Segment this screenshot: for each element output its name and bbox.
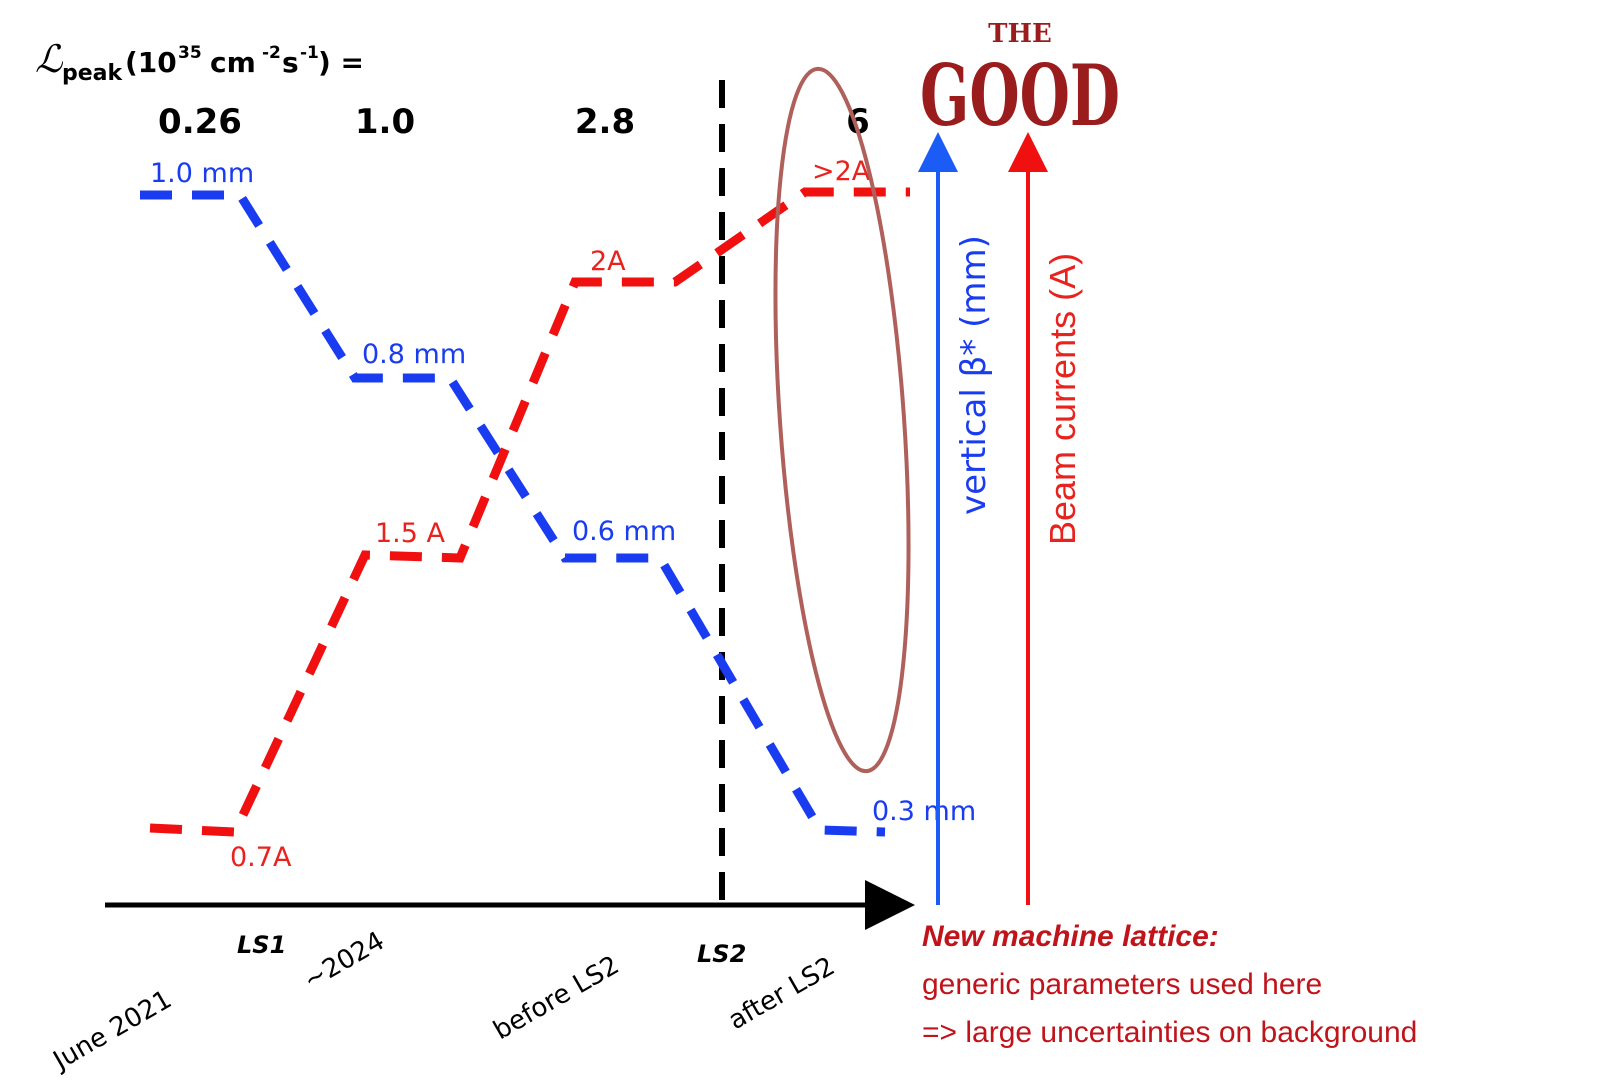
current-label: 1.5 A bbox=[375, 518, 446, 549]
lum-open: (10 bbox=[125, 46, 177, 79]
note-line: generic parameters used here bbox=[922, 968, 1322, 1001]
lum-unit: s bbox=[282, 46, 299, 79]
lum-exp: -1 bbox=[300, 43, 319, 63]
note-line: => large uncertainties on background bbox=[922, 1016, 1417, 1049]
logo-top: THE bbox=[988, 19, 1052, 49]
diagram: ℒ peak (10 35 cm -2 s -1 ) = 0.26 1.0 2.… bbox=[0, 0, 1598, 1089]
beta-label: 0.8 mm bbox=[362, 339, 466, 370]
current-axis-title: Beam currents (A) bbox=[1042, 253, 1083, 545]
current-curve bbox=[150, 192, 910, 832]
beta-axis-title: vertical β* (mm) bbox=[954, 235, 994, 515]
note-title: New machine lattice: bbox=[922, 920, 1219, 953]
lum-sub: peak bbox=[62, 61, 124, 86]
beta-label: 1.0 mm bbox=[150, 158, 254, 189]
lum-value: 0.26 bbox=[158, 102, 242, 142]
current-label: >2A bbox=[812, 156, 871, 187]
lum-close: ) = bbox=[318, 46, 364, 79]
lum-unit: cm bbox=[210, 46, 256, 79]
beta-curve bbox=[140, 195, 885, 832]
x-label: before LS2 bbox=[489, 950, 625, 1046]
lum-exp: 35 bbox=[178, 43, 202, 63]
lum-value: 1.0 bbox=[355, 102, 415, 142]
lum-label: ℒ bbox=[35, 37, 64, 81]
lum-value: 2.8 bbox=[575, 102, 635, 142]
lum-exp: -2 bbox=[262, 43, 281, 63]
logo-main: GOOD bbox=[920, 46, 1120, 145]
current-label: 2A bbox=[590, 246, 626, 277]
beta-label: 0.3 mm bbox=[872, 796, 976, 827]
x-label: June 2021 bbox=[47, 985, 177, 1078]
beta-label: 0.6 mm bbox=[572, 516, 676, 547]
shutdown-label: LS2 bbox=[697, 940, 746, 968]
current-label: 0.7A bbox=[230, 842, 292, 873]
shutdown-label: LS1 bbox=[237, 931, 286, 959]
x-label: ~2024 bbox=[299, 926, 390, 996]
